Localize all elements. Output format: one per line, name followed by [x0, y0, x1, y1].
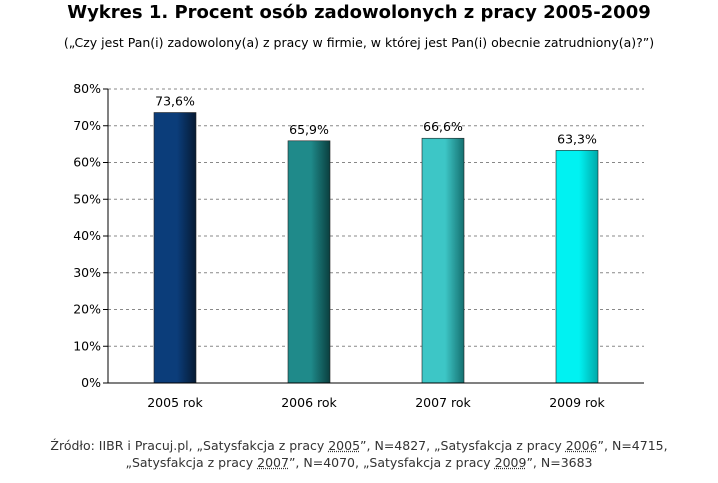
- y-tick-label: 40%: [73, 228, 101, 243]
- bar: [153, 112, 197, 384]
- source-year: 2009: [494, 455, 527, 470]
- y-tick-label: 60%: [73, 155, 101, 170]
- source-year: 2006: [565, 438, 598, 453]
- y-tick-label: 70%: [73, 118, 101, 133]
- chart-subtitle: („Czy jest Pan(i) zadowolony(a) z pracy …: [63, 35, 655, 50]
- y-tick-label: 0%: [81, 375, 101, 390]
- x-tick-label: 2005 rok: [147, 395, 203, 410]
- y-tick-label: 20%: [73, 302, 101, 317]
- bar-value-label: 63,3%: [557, 131, 597, 146]
- source-text: „Satysfakcja z pracy: [125, 455, 258, 470]
- source-note: Źródło: IIBR i Pracuj.pl, „Satysfakcja z…: [0, 437, 718, 471]
- chart-title: Wykres 1. Procent osób zadowolonych z pr…: [67, 2, 651, 23]
- bar-chart: 0% 10% 20% 30% 40% 50% 60% 70% 80% 73,6% 65,9% 66,…: [73, 81, 644, 410]
- gridlines: [108, 88, 644, 347]
- bar: [421, 137, 465, 384]
- bar: [287, 140, 331, 384]
- source-text: ”, N=3683: [526, 455, 593, 470]
- source-line-2: „Satysfakcja z pracy 2007”, N=4070, „Sat…: [0, 454, 718, 471]
- x-axis: 2005 rok 2006 rok 2007 rok 2009 rok: [108, 382, 644, 410]
- y-tick-label: 50%: [73, 191, 101, 206]
- y-tick-label: 80%: [73, 81, 101, 96]
- source-text: Źródło: IIBR i Pracuj.pl, „Satysfakcja z…: [50, 438, 329, 453]
- x-tick-label: 2007 rok: [415, 395, 471, 410]
- y-tick-label: 30%: [73, 265, 101, 280]
- bar-value-label: 65,9%: [289, 122, 329, 137]
- source-text: ”, N=4715,: [597, 438, 668, 453]
- y-tick-label: 10%: [73, 338, 101, 353]
- x-tick-label: 2009 rok: [549, 395, 605, 410]
- source-year: 2007: [257, 455, 289, 470]
- y-axis: 0% 10% 20% 30% 40% 50% 60% 70% 80%: [73, 81, 109, 390]
- bar-value-label: 73,6%: [155, 94, 195, 109]
- source-year: 2005: [328, 438, 361, 453]
- bar-value-label: 66,6%: [423, 119, 463, 134]
- source-line-1: Źródło: IIBR i Pracuj.pl, „Satysfakcja z…: [0, 437, 718, 454]
- bars: 73,6% 65,9% 66,6% 63,3%: [153, 94, 599, 384]
- x-tick-label: 2006 rok: [281, 395, 337, 410]
- source-text: ”, N=4070, „Satysfakcja z pracy: [288, 455, 495, 470]
- source-text: ”, N=4827, „Satysfakcja z pracy: [360, 438, 566, 453]
- bar: [555, 150, 599, 384]
